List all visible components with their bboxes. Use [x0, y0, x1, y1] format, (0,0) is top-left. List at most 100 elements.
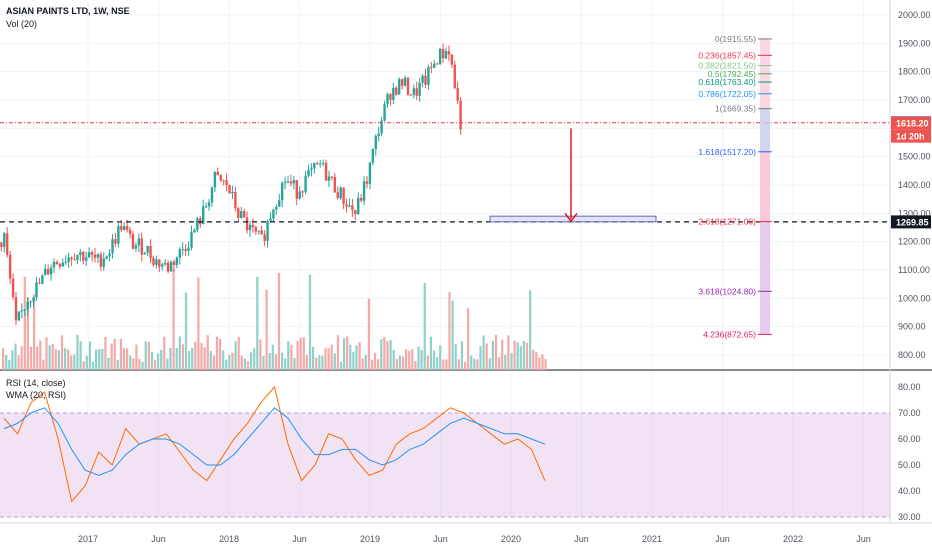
volume-bar	[138, 358, 141, 370]
volume-bar	[178, 336, 181, 370]
candle-body	[400, 79, 404, 86]
volume-bar	[246, 361, 250, 370]
volume-bar	[17, 355, 20, 370]
candle-body	[158, 259, 161, 267]
volume-bar	[426, 355, 429, 370]
volume-bar	[271, 344, 274, 370]
volume-bar	[364, 354, 367, 370]
candle-body	[55, 261, 59, 265]
volume-bar	[64, 348, 67, 370]
volume-bar	[203, 347, 206, 370]
candle-body	[187, 247, 190, 252]
candle-body	[193, 229, 196, 233]
rsi-axis-label: 70.00	[898, 408, 921, 418]
candle-body	[11, 278, 15, 298]
volume-bar	[48, 345, 51, 370]
volume-bar	[20, 346, 23, 370]
volume-bar	[107, 357, 110, 370]
volume-bar	[510, 353, 513, 370]
volume-bars	[2, 268, 547, 370]
volume-bar	[318, 355, 321, 370]
candle-body	[14, 297, 18, 321]
volume-bar	[231, 352, 234, 370]
volume-bar	[473, 358, 476, 370]
volume-bar	[181, 344, 184, 370]
price-axis-label: 1000.00	[898, 293, 931, 303]
candle-body	[114, 239, 117, 244]
candle-body	[102, 258, 105, 267]
volume-bar	[88, 341, 91, 370]
candle-body	[0, 242, 3, 247]
candle-body	[330, 176, 334, 178]
volume-bar	[451, 300, 454, 370]
candle-body	[61, 262, 64, 267]
volume-bar	[470, 355, 473, 370]
volume-bar	[8, 359, 11, 370]
rsi-line	[3, 385, 546, 503]
candle-body	[26, 302, 29, 310]
volume-bar	[281, 352, 284, 370]
price-axis-label: 1300.00	[898, 208, 931, 218]
volume-bar	[160, 349, 163, 370]
price-axis-label: 1200.00	[898, 237, 931, 247]
candle-body	[272, 209, 275, 219]
volume-bar	[256, 276, 259, 370]
time-axis-label: 2017	[78, 534, 98, 544]
candle-body	[90, 252, 94, 255]
candle-body	[96, 254, 100, 258]
candle-body	[333, 177, 337, 193]
candle-body	[234, 192, 237, 209]
volume-bar	[423, 282, 426, 370]
volume-bar	[498, 357, 501, 370]
volume-bar	[188, 351, 191, 370]
candle-body	[245, 217, 249, 231]
candle-body	[202, 206, 205, 225]
volume-bar	[324, 348, 327, 370]
volume-bar	[101, 348, 104, 370]
volume-bar	[172, 268, 175, 370]
price-axis-label: 1400.00	[898, 180, 931, 190]
candle-body	[374, 136, 377, 150]
fib-level-label: 0.618(1763.40)	[698, 77, 756, 87]
volume-bar	[519, 346, 522, 370]
time-axis-label: 2022	[783, 534, 803, 544]
fib-level-label: 0.5(1792.45)	[708, 69, 756, 79]
candle-body	[87, 252, 91, 258]
candle-body	[368, 162, 372, 184]
volume-bar	[157, 353, 160, 370]
candle-body	[403, 77, 407, 86]
candle-body	[82, 252, 85, 261]
fib-level-label: 3.618(1024.80)	[698, 286, 756, 296]
candle-body	[342, 187, 345, 205]
price-axis-label: 900.00	[898, 322, 926, 332]
candle-body	[178, 249, 181, 258]
volume-bar	[222, 350, 225, 370]
candle-body	[207, 202, 211, 207]
candle-body	[29, 301, 32, 303]
volume-bar	[420, 349, 423, 370]
candle-body	[93, 254, 97, 258]
candle-body	[377, 133, 380, 137]
volume-bar	[448, 291, 451, 370]
volume-bar	[370, 359, 374, 370]
volume-bar	[110, 343, 113, 370]
rsi-axis-label: 30.00	[898, 512, 921, 522]
volume-bar	[287, 341, 290, 370]
volume-bar	[135, 344, 138, 370]
time-axis-label: Jun	[433, 534, 448, 544]
volume-bar	[284, 358, 287, 370]
candle-body	[140, 238, 143, 255]
candle-body	[357, 197, 360, 214]
volume-bar	[290, 344, 293, 370]
candle-body	[327, 176, 331, 181]
volume-bar	[538, 357, 541, 370]
volume-bar	[29, 346, 33, 370]
volume-bar	[529, 290, 532, 370]
candle-body	[3, 233, 6, 247]
candle-body	[70, 257, 73, 260]
volume-bar	[219, 338, 222, 370]
candle-body	[137, 238, 141, 246]
volume-bar	[491, 340, 494, 370]
volume-bar	[91, 361, 95, 370]
